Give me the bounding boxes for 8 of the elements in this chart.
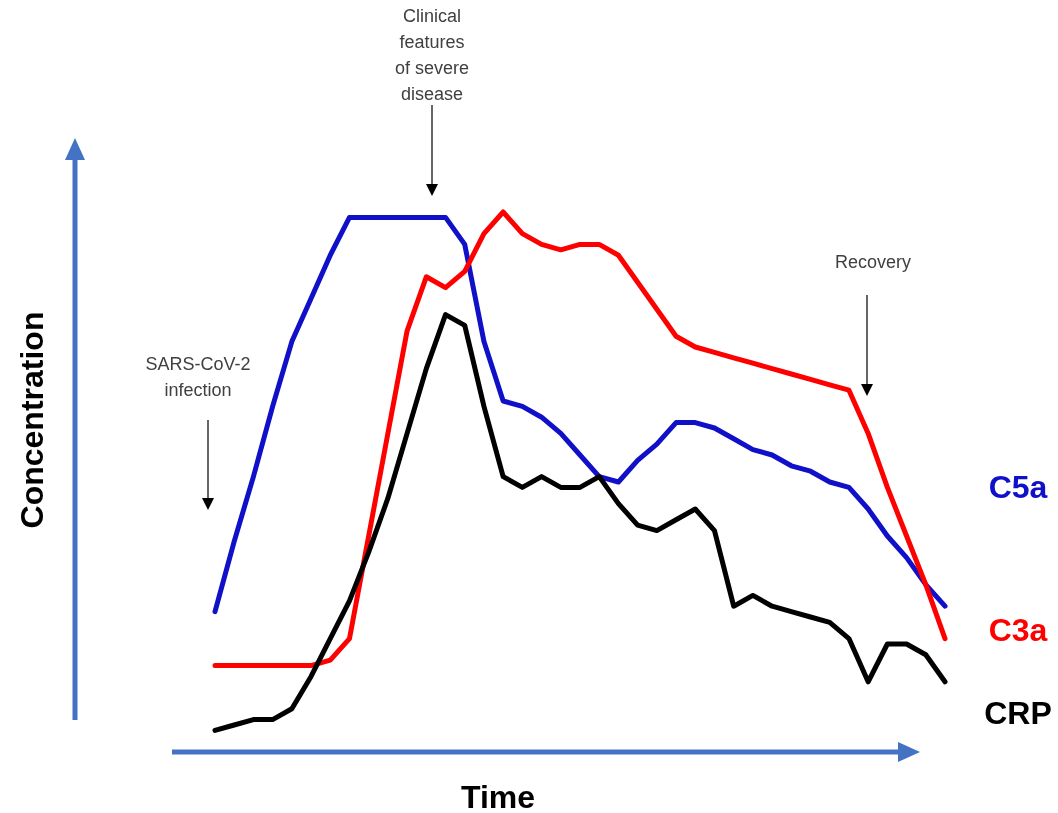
series-label: CRP xyxy=(984,695,1052,732)
y-axis-title: Concentration xyxy=(14,311,50,529)
text: Clinical features of severe disease xyxy=(394,6,470,104)
text: C5a xyxy=(988,469,1048,506)
x-axis-title: Time xyxy=(460,779,536,813)
annotation: SARS-CoV-2 infection xyxy=(145,354,251,400)
annotation: Recovery xyxy=(834,252,912,272)
series-label: C3a xyxy=(988,612,1048,649)
